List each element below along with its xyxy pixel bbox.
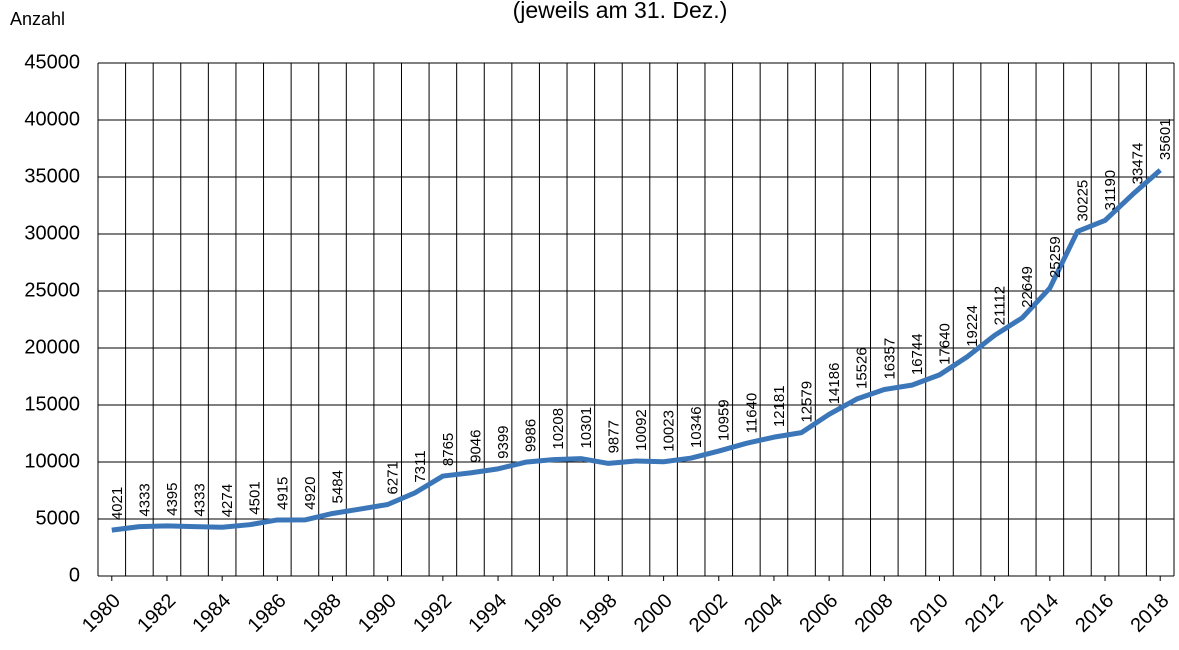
x-tick-label: 2016: [1071, 590, 1118, 637]
x-tick-label: 1994: [464, 590, 511, 637]
x-tick-label: 2010: [906, 590, 953, 637]
data-label: 4274: [219, 484, 236, 517]
line: [111, 168, 1162, 533]
data-label: 10301: [578, 407, 595, 449]
x-tick-label: 2006: [795, 590, 842, 637]
x-tick-label: 2018: [1126, 590, 1173, 637]
data-label: 14186: [826, 363, 843, 405]
y-tick-label: 15000: [24, 393, 80, 415]
data-label: 33474: [1130, 143, 1147, 185]
data-label: 19224: [964, 305, 981, 347]
x-tick-label: 2014: [1016, 590, 1063, 637]
data-label: 22649: [1019, 266, 1036, 308]
data-label: 8765: [440, 433, 457, 466]
data-label: 15526: [854, 347, 871, 389]
x-tick-label: 2004: [740, 590, 787, 637]
data-label: 4333: [192, 483, 209, 516]
data-label: 9399: [495, 425, 512, 458]
data-label: 16744: [909, 333, 926, 375]
data-label: 6271: [385, 461, 402, 494]
x-tick-label: 1988: [299, 590, 346, 637]
data-label: 25259: [1047, 236, 1064, 278]
data-label: 5484: [329, 470, 346, 503]
data-label: 7311: [412, 450, 429, 482]
y-tick-label: 40000: [24, 108, 80, 130]
data-label: 31190: [1102, 170, 1119, 211]
y-tick-label: 35000: [24, 165, 80, 187]
x-tick-label: 1992: [409, 590, 456, 637]
data-label: 4915: [274, 477, 291, 510]
data-label: 4920: [302, 477, 319, 510]
x-tick-label: 1996: [519, 590, 566, 637]
x-tick-label: 2002: [685, 590, 732, 637]
y-tick-label: 25000: [24, 279, 80, 301]
x-tick-label: 1986: [244, 590, 291, 637]
data-label: 10959: [716, 399, 733, 441]
y-axis-label: Anzahl: [10, 9, 65, 29]
data-label: 17640: [936, 323, 953, 365]
y-tick-label: 45000: [24, 51, 80, 73]
data-label: 12181: [771, 385, 788, 427]
chart-subtitle: (jeweils am 31. Dez.): [513, 0, 728, 23]
x-tick-label: 2008: [851, 590, 898, 637]
x-tick-label: 2012: [961, 590, 1008, 637]
x-tick-label: 1990: [354, 590, 401, 637]
x-tick-label: 1982: [133, 590, 180, 637]
y-tick-label: 10000: [24, 450, 80, 472]
data-label: 35601: [1157, 118, 1174, 160]
data-label: 11640: [743, 393, 760, 434]
data-label: 9877: [605, 420, 622, 453]
data-label: 10208: [550, 408, 567, 450]
y-tick-label: 5000: [36, 507, 81, 529]
data-label: 9046: [467, 430, 484, 463]
data-label: 21112: [992, 286, 1009, 326]
data-label: 10092: [633, 409, 650, 451]
data-label: 16357: [881, 338, 898, 380]
x-tick-label: 1998: [575, 590, 622, 637]
data-label: 30225: [1074, 180, 1091, 222]
x-tick-label: 1984: [188, 590, 235, 637]
y-tick-label: 20000: [24, 336, 80, 358]
y-tick-label: 0: [69, 564, 80, 586]
data-label: 4501: [247, 481, 264, 514]
data-label: 4395: [164, 483, 181, 516]
data-label: 4333: [136, 483, 153, 516]
data-label: 12579: [799, 381, 816, 423]
data-label: 10346: [688, 406, 705, 448]
y-tick-label: 30000: [24, 222, 80, 244]
x-tick-label: 2000: [630, 590, 677, 637]
data-label: 10023: [661, 410, 678, 452]
x-tick-label: 1980: [78, 590, 125, 637]
data-label: 9986: [523, 419, 540, 452]
data-label: 4021: [109, 487, 126, 520]
